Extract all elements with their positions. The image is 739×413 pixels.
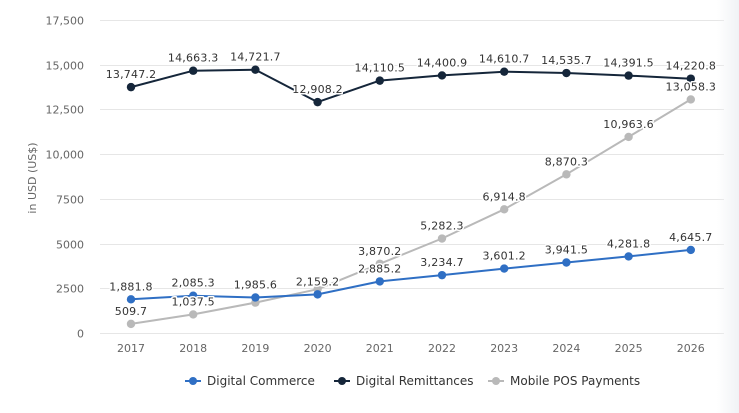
data-label-digital-commerce: 1,881.8 xyxy=(109,280,152,293)
data-point-digital-remittances[interactable] xyxy=(251,65,260,74)
data-point-digital-commerce[interactable] xyxy=(126,295,136,304)
data-label-mobile-pos-payments: 1,037.5 xyxy=(172,295,215,308)
data-label-digital-commerce: 2,085.3 xyxy=(172,277,215,290)
x-tick-label: 2023 xyxy=(490,342,518,355)
data-label-digital-remittances: 14,610.7 xyxy=(479,53,530,66)
x-tick-label: 2020 xyxy=(304,342,332,355)
x-tick-label: 2018 xyxy=(179,342,207,355)
data-label-digital-commerce: 4,645.7 xyxy=(669,231,712,244)
series-line-digital-commerce xyxy=(130,248,691,301)
data-point-digital-remittances[interactable] xyxy=(189,66,198,75)
data-point-mobile-pos-payments[interactable] xyxy=(189,310,198,319)
data-point-mobile-pos-payments[interactable] xyxy=(624,132,633,142)
data-label-digital-commerce: 2,885.2 xyxy=(358,262,401,275)
series-line-mobile-pos-payments xyxy=(130,98,692,325)
data-point-digital-commerce[interactable] xyxy=(437,270,447,280)
data-point-digital-commerce[interactable] xyxy=(251,293,260,302)
legend-marker-icon xyxy=(189,377,197,385)
legend-marker-icon xyxy=(338,377,346,385)
right-edge-shade xyxy=(717,0,739,413)
series-lines xyxy=(126,65,695,329)
data-point-digital-commerce[interactable] xyxy=(562,258,571,267)
legend-item-digital-remittances[interactable]: Digital Remittances xyxy=(334,374,474,388)
data-label-mobile-pos-payments: 10,963.6 xyxy=(603,118,654,131)
data-point-digital-remittances[interactable] xyxy=(375,76,384,85)
data-point-digital-remittances[interactable] xyxy=(313,97,322,107)
legend-item-digital-commerce[interactable]: Digital Commerce xyxy=(185,374,315,388)
data-label-mobile-pos-payments: 8,870.3 xyxy=(545,155,588,168)
data-label-digital-commerce: 2,159.2 xyxy=(296,275,339,288)
data-point-digital-remittances[interactable] xyxy=(562,68,571,78)
legend-label: Mobile POS Payments xyxy=(510,374,640,388)
data-labels: 509.7 1,037.5 3,870.2 5,282.3 6,914.8 8,870.3… xyxy=(104,49,717,319)
data-point-digital-commerce[interactable] xyxy=(686,245,695,255)
y-tick-label: 15,000 xyxy=(46,60,85,73)
data-point-mobile-pos-payments[interactable] xyxy=(562,170,571,179)
data-label-mobile-pos-payments: 13,058.3 xyxy=(666,80,717,93)
y-tick-label: 7500 xyxy=(56,194,84,207)
data-label-digital-commerce: 1,985.6 xyxy=(234,278,277,291)
data-label-mobile-pos-payments: 5,282.3 xyxy=(420,220,463,233)
data-label-digital-commerce: 3,941.5 xyxy=(545,244,588,257)
data-point-digital-commerce[interactable] xyxy=(189,291,198,300)
data-label-digital-commerce: 3,234.7 xyxy=(420,256,463,269)
data-point-digital-remittances[interactable] xyxy=(500,67,509,76)
x-axis-ticks: 2017 2018 2019 2020 2021 2022 2023 2024 2025 2026 xyxy=(117,342,705,355)
data-point-digital-commerce[interactable] xyxy=(500,264,509,273)
y-tick-label: 0 xyxy=(77,328,84,341)
data-label-digital-remittances: 14,391.5 xyxy=(603,57,654,70)
x-tick-label: 2024 xyxy=(552,342,580,355)
x-tick-label: 2019 xyxy=(241,342,269,355)
y-tick-label: 10,000 xyxy=(46,149,85,162)
data-point-mobile-pos-payments[interactable] xyxy=(686,95,695,104)
gridlines xyxy=(100,20,724,334)
data-label-mobile-pos-payments: 509.7 xyxy=(115,305,148,318)
legend-label: Digital Commerce xyxy=(207,374,315,388)
data-label-digital-commerce: 3,601.2 xyxy=(483,250,526,263)
data-point-digital-remittances[interactable] xyxy=(624,71,633,80)
data-point-digital-commerce[interactable] xyxy=(375,277,384,286)
x-tick-label: 2017 xyxy=(117,342,145,355)
data-label-digital-remittances: 14,220.8 xyxy=(666,60,717,73)
y-tick-label: 12,500 xyxy=(46,104,85,117)
data-label-mobile-pos-payments: 6,914.8 xyxy=(483,190,526,203)
y-tick-label: 5000 xyxy=(56,239,84,252)
data-label-digital-remittances: 14,400.9 xyxy=(417,56,468,69)
data-point-digital-commerce[interactable] xyxy=(313,290,322,299)
x-tick-label: 2022 xyxy=(428,342,456,355)
data-point-digital-remittances[interactable] xyxy=(126,82,136,92)
legend-label: Digital Remittances xyxy=(356,374,474,388)
series-line-digital-remittances xyxy=(130,68,691,104)
y-axis-title: in USD (US$) xyxy=(26,142,39,213)
data-point-mobile-pos-payments[interactable] xyxy=(500,205,509,214)
data-label-digital-commerce: 4,281.8 xyxy=(607,237,650,250)
data-point-digital-remittances[interactable] xyxy=(686,74,695,83)
data-point-mobile-pos-payments[interactable] xyxy=(437,234,447,243)
x-tick-label: 2026 xyxy=(677,342,705,355)
legend: Digital Commerce Digital Remittances Mobil… xyxy=(185,374,640,388)
data-label-digital-remittances: 14,535.7 xyxy=(541,54,592,67)
y-tick-label: 2500 xyxy=(56,283,84,296)
legend-item-mobile-pos-payments[interactable]: Mobile POS Payments xyxy=(488,374,640,388)
data-label-digital-remittances: 12,908.2 xyxy=(292,83,343,96)
data-point-mobile-pos-payments[interactable] xyxy=(126,319,136,329)
data-point-mobile-pos-payments[interactable] xyxy=(375,259,384,268)
data-label-digital-remittances: 14,721.7 xyxy=(230,51,281,64)
y-axis-ticks: 0 2500 5000 7500 10,000 12,500 15,000 17,500 xyxy=(46,15,85,341)
data-point-digital-commerce[interactable] xyxy=(624,252,633,261)
data-label-digital-remittances: 13,747.2 xyxy=(106,68,157,81)
x-tick-label: 2021 xyxy=(366,342,394,355)
y-tick-label: 17,500 xyxy=(46,15,85,28)
data-label-digital-remittances: 14,663.3 xyxy=(168,52,219,65)
x-tick-label: 2025 xyxy=(615,342,643,355)
data-point-digital-remittances[interactable] xyxy=(437,71,447,80)
legend-marker-icon xyxy=(492,377,500,385)
data-label-mobile-pos-payments: 3,870.2 xyxy=(358,245,401,258)
data-label-digital-remittances: 14,110.5 xyxy=(355,62,406,75)
